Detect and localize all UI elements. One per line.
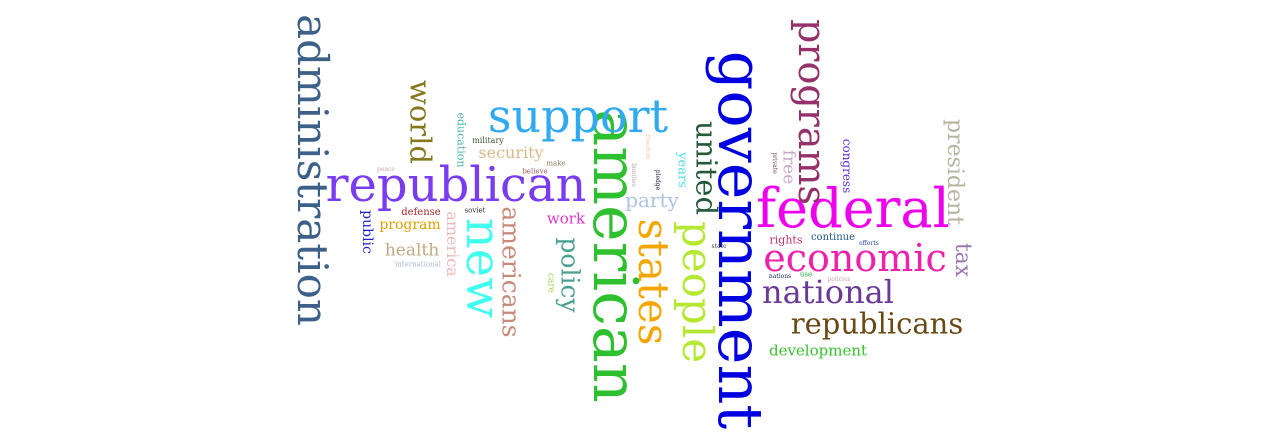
- word-care: care: [545, 272, 556, 294]
- word-republicans: republicans: [790, 306, 964, 341]
- word-rights: rights: [769, 233, 803, 247]
- word-united: united: [689, 120, 724, 216]
- word-development: development: [768, 341, 868, 360]
- word-program: program: [379, 217, 441, 233]
- word-freedom: freedom: [644, 134, 651, 160]
- word-economic: economic: [763, 236, 947, 280]
- word-health: health: [384, 240, 440, 261]
- word-federal: federal: [756, 177, 950, 240]
- word-believe: believe: [522, 167, 548, 176]
- word-private: private: [771, 152, 778, 174]
- word-tax: tax: [950, 242, 975, 278]
- word-nations: nations: [768, 273, 792, 280]
- word-public: public: [359, 210, 375, 254]
- word-america: america: [443, 211, 462, 277]
- word-military: military: [472, 136, 504, 145]
- word-efforts: efforts: [859, 240, 879, 247]
- word-national: national: [762, 273, 894, 311]
- word-work: work: [546, 209, 586, 228]
- word-continue: continue: [810, 232, 856, 243]
- word-congress: congress: [840, 138, 854, 194]
- word-security: security: [478, 143, 544, 162]
- word-soviet: soviet: [464, 206, 486, 215]
- word-states: states: [629, 218, 678, 346]
- word-americans: americans: [496, 206, 526, 338]
- word-support: support: [487, 89, 669, 143]
- word-peace: peace: [377, 166, 395, 173]
- word-free: free: [778, 149, 799, 185]
- word-policy: policy: [555, 237, 585, 313]
- word-programs: programs: [790, 18, 834, 206]
- word-president: president: [942, 118, 967, 226]
- word-republican: republican: [325, 157, 587, 213]
- word-party: party: [625, 188, 679, 212]
- word-education: education: [454, 112, 468, 168]
- word-make: make: [546, 159, 566, 168]
- word-policies: policies: [827, 276, 851, 283]
- word-use: use: [799, 270, 813, 279]
- word-families: families: [630, 163, 637, 187]
- word-world: world: [403, 80, 438, 164]
- word-state: state: [711, 243, 727, 250]
- word-international: international: [395, 260, 441, 269]
- word-administration: administration: [288, 14, 337, 326]
- word-years: years: [674, 152, 690, 188]
- word-pledge: pledge: [654, 169, 661, 191]
- word-defense: defense: [401, 207, 441, 218]
